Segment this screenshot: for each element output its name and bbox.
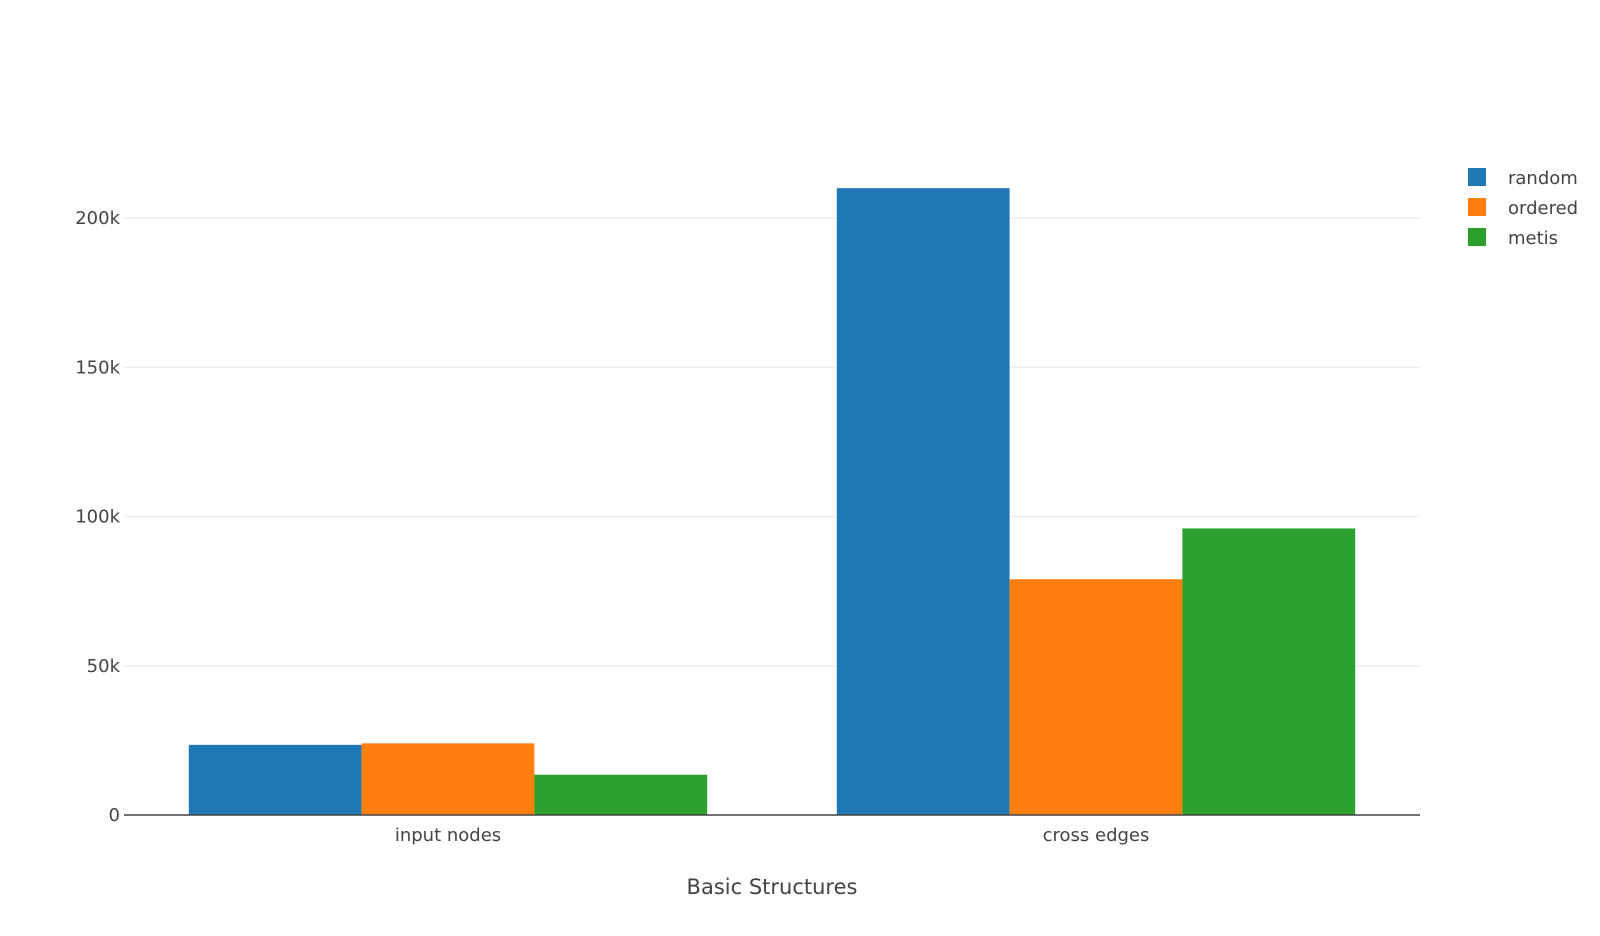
- bar-metis-cross-edges: [1182, 528, 1356, 815]
- bar-metis-input-nodes: [534, 774, 708, 815]
- legend-label-metis: metis: [1508, 228, 1558, 249]
- x-tick-label: input nodes: [395, 825, 501, 846]
- y-tick-label: 0: [109, 805, 120, 826]
- legend-label-random: random: [1508, 168, 1578, 189]
- x-axis-ticks: input nodes cross edges: [395, 825, 1150, 846]
- x-axis-title: Basic Structures: [687, 875, 858, 899]
- y-tick-label: 100k: [75, 507, 120, 528]
- bars: [188, 188, 1356, 815]
- legend-swatch-random: [1468, 168, 1486, 186]
- y-axis-ticks: 0 50k 100k 150k 200k: [75, 208, 120, 826]
- x-tick-label: cross edges: [1043, 825, 1150, 846]
- legend: random ordered metis: [1468, 168, 1578, 249]
- bar-random-input-nodes: [188, 744, 362, 815]
- bar-ordered-input-nodes: [361, 743, 535, 815]
- y-tick-label: 150k: [75, 357, 120, 378]
- y-tick-label: 50k: [87, 656, 121, 677]
- legend-swatch-metis: [1468, 228, 1486, 246]
- bar-random-cross-edges: [836, 188, 1010, 815]
- y-tick-label: 200k: [75, 208, 120, 229]
- legend-label-ordered: ordered: [1508, 198, 1578, 219]
- legend-swatch-ordered: [1468, 198, 1486, 216]
- bar-ordered-cross-edges: [1009, 579, 1183, 815]
